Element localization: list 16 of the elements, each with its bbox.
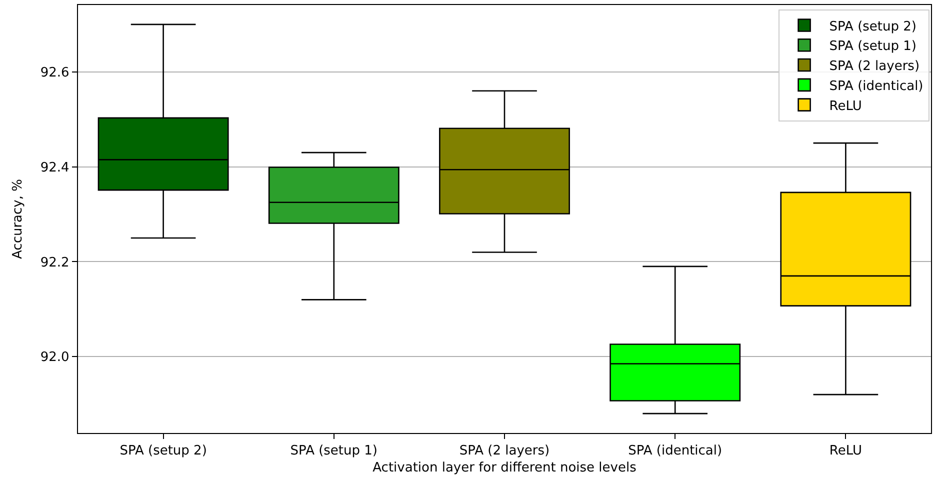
y-tick-label: 92.6 [40, 65, 70, 80]
y-tick-label: 92.0 [40, 350, 70, 366]
legend-label: SPA (2 layers) [829, 59, 920, 74]
legend-label: ReLU [829, 98, 862, 114]
y-axis-title: Accuracy, % [10, 179, 26, 259]
y-tick-label: 92.4 [40, 160, 70, 176]
x-tick-label: SPA (2 layers) [459, 444, 550, 459]
x-tick-label: ReLU [829, 444, 862, 459]
legend-label: SPA (setup 1) [829, 39, 916, 54]
y-tick-label: 92.2 [40, 255, 70, 270]
x-axis-title: Activation layer for different noise levels [372, 460, 637, 476]
x-tick-label: SPA (identical) [628, 444, 722, 459]
legend-label: SPA (identical) [829, 79, 924, 94]
x-tick-label: SPA (setup 2) [120, 444, 207, 459]
x-tick-label: SPA (setup 1) [290, 444, 378, 459]
legend-label: SPA (setup 2) [829, 19, 916, 34]
